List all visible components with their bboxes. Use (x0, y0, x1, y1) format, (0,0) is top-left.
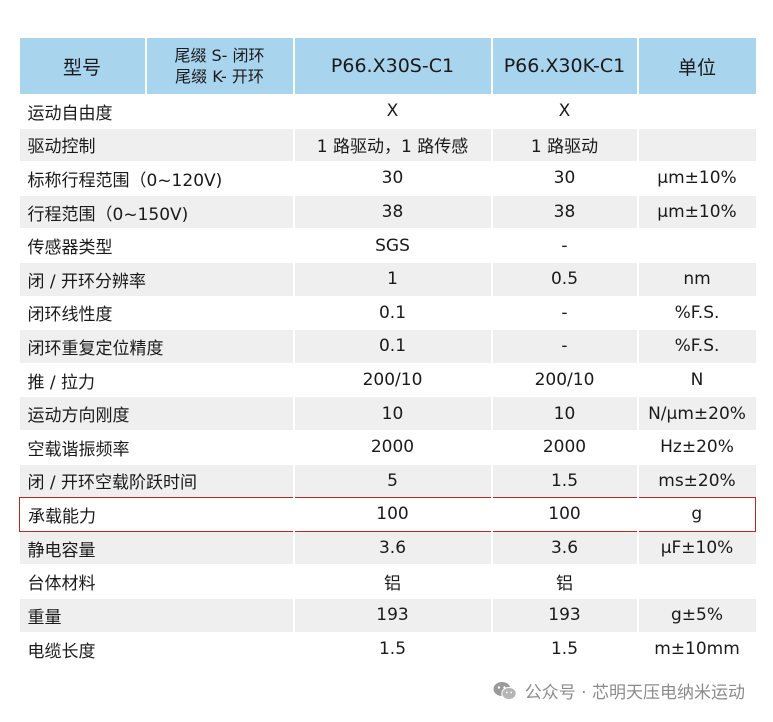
cell-value-s: X (293, 94, 493, 129)
cell-value-s: 3.6 (293, 530, 493, 565)
cell-value-k: 铝 (491, 564, 639, 599)
cell-value-s: 100 (293, 497, 493, 532)
table-row: 标称行程范围（0~120V) 30 30 μm±10% (19, 161, 756, 196)
cell-value-k: - (491, 329, 639, 364)
header-suffix-open: 尾缀 K- 开环 (175, 67, 264, 86)
cell-parameter: 标称行程范围（0~120V) (19, 161, 295, 196)
table-row: 闭 / 开环分辨率 1 0.5 nm (19, 261, 756, 297)
cell-value-s: 铝 (293, 564, 493, 599)
cell-parameter: 空载谐振频率 (19, 429, 295, 465)
cell-value-s: 200/10 (293, 362, 493, 397)
cell-unit: μm±10% (637, 161, 756, 196)
cell-value-s: 193 (293, 597, 493, 632)
header-suffix-closed: 尾缀 S- 闭环 (174, 46, 265, 65)
cell-unit: %F.S. (637, 329, 756, 364)
cell-parameter: 重量 (19, 597, 295, 632)
cell-parameter: 静电容量 (19, 530, 295, 565)
table-body: 运动自由度 X X 驱动控制 1 路驱动，1 路传感 1 路驱动 标称行程范围（0~120V… (19, 94, 756, 666)
cell-value-k: 1.5 (491, 463, 639, 498)
cell-unit: N/μm±20% (637, 396, 756, 431)
cell-value-k: 10 (491, 396, 639, 431)
header-suffix: 尾缀 S- 闭环 尾缀 K- 开环 (145, 38, 295, 95)
cell-parameter: 推 / 拉力 (19, 362, 295, 397)
cell-unit: g±5% (637, 597, 756, 632)
cell-unit: %F.S. (637, 295, 756, 330)
table-row: 闭 / 开环空载阶跃时间 5 1.5 ms±20% (19, 463, 756, 498)
table-row: 电缆长度 1.5 1.5 m±10mm (19, 631, 756, 666)
header-model-s: P66.X30S-C1 (293, 38, 493, 95)
cell-value-s: 1 路驱动，1 路传感 (293, 127, 493, 162)
table-row: 台体材料铝铝 (19, 564, 756, 599)
cell-parameter: 传感器类型 (19, 228, 295, 263)
cell-value-k: - (491, 228, 639, 263)
header-unit: 单位 (637, 38, 756, 95)
cell-value-s: 0.1 (293, 295, 493, 330)
header-model: 型号 (19, 38, 147, 95)
table-header-row: 型号 尾缀 S- 闭环 尾缀 K- 开环 P66.X30S-C1 P66.X30… (19, 38, 756, 95)
cell-unit: ms±20% (637, 463, 756, 498)
cell-value-s: 30 (293, 161, 493, 196)
table-row: 静电容量 3.6 3.6 μF±10% (19, 530, 756, 565)
cell-value-s: 2000 (293, 429, 493, 465)
cell-unit: nm (637, 261, 756, 297)
cell-value-k: X (491, 94, 639, 129)
cell-parameter: 闭环线性度 (19, 295, 295, 330)
watermark-text: 公众号 · 芯明天压电纳米运动 (524, 683, 745, 703)
cell-value-k: 30 (491, 161, 639, 196)
cell-unit: Hz±20% (637, 429, 756, 465)
table-row: 重量 193 193 g±5% (19, 597, 756, 632)
table-row: 空载谐振频率 2000 2000 Hz±20% (19, 429, 756, 465)
cell-unit: N (637, 362, 756, 397)
cell-value-k: 1.5 (491, 631, 639, 666)
cell-value-k: 1 路驱动 (491, 127, 639, 162)
cell-unit: m±10mm (637, 631, 756, 666)
table-row: 驱动控制 1 路驱动，1 路传感 1 路驱动 (19, 127, 756, 162)
table-row: 闭环重复定位精度 0.1- %F.S. (19, 329, 756, 364)
cell-value-s: SGS (293, 228, 493, 263)
cell-value-s: 10 (293, 396, 493, 431)
table-row: 行程范围（0~150V) 38 38 μm±10% (19, 194, 756, 229)
cell-parameter: 承载能力 (19, 497, 295, 532)
table-row: 承载能力 100 100 g (19, 497, 756, 532)
cell-unit (637, 127, 756, 162)
cell-unit: μF±10% (637, 530, 756, 565)
cell-value-k: - (491, 295, 639, 330)
watermark: 公众号 · 芯明天压电纳米运动 (493, 678, 745, 703)
table-row: 运动方向刚度 10 10 N/μm±20% (19, 396, 756, 431)
table-row: 闭环线性度 0.1- %F.S. (19, 295, 756, 330)
spec-table: 型号 尾缀 S- 闭环 尾缀 K- 开环 P66.X30S-C1 P66.X30… (19, 38, 756, 666)
cell-value-k: 193 (491, 597, 639, 632)
header-model-k: P66.X30K-C1 (491, 38, 639, 95)
cell-value-k: 38 (491, 194, 639, 229)
table-row: 运动自由度 X X (19, 94, 756, 129)
cell-unit (637, 94, 756, 129)
cell-value-s: 1 (293, 261, 493, 297)
wechat-icon (493, 681, 517, 700)
cell-value-s: 38 (293, 194, 493, 229)
table-row: 传感器类型 SGS - (19, 228, 756, 263)
cell-parameter: 台体材料 (19, 564, 295, 599)
table-row: 推 / 拉力 200/10 200/10 N (19, 362, 756, 397)
cell-parameter: 闭 / 开环分辨率 (19, 261, 295, 297)
cell-value-s: 1.5 (293, 631, 493, 666)
cell-unit: g (637, 497, 756, 532)
cell-value-k: 2000 (491, 429, 639, 465)
cell-unit (637, 228, 756, 263)
cell-value-k: 0.5 (491, 261, 639, 297)
cell-parameter: 运动自由度 (19, 94, 295, 129)
cell-unit (637, 564, 756, 599)
cell-parameter: 驱动控制 (19, 127, 295, 162)
cell-value-s: 5 (293, 463, 493, 498)
cell-value-s: 0.1 (293, 329, 493, 364)
cell-value-k: 100 (491, 497, 639, 532)
cell-parameter: 行程范围（0~150V) (19, 194, 295, 229)
cell-value-k: 3.6 (491, 530, 639, 565)
cell-parameter: 电缆长度 (19, 631, 295, 666)
cell-parameter: 闭 / 开环空载阶跃时间 (19, 463, 295, 498)
cell-parameter: 闭环重复定位精度 (19, 329, 295, 364)
cell-value-k: 200/10 (491, 362, 639, 397)
cell-unit: μm±10% (637, 194, 756, 229)
cell-parameter: 运动方向刚度 (19, 396, 295, 431)
